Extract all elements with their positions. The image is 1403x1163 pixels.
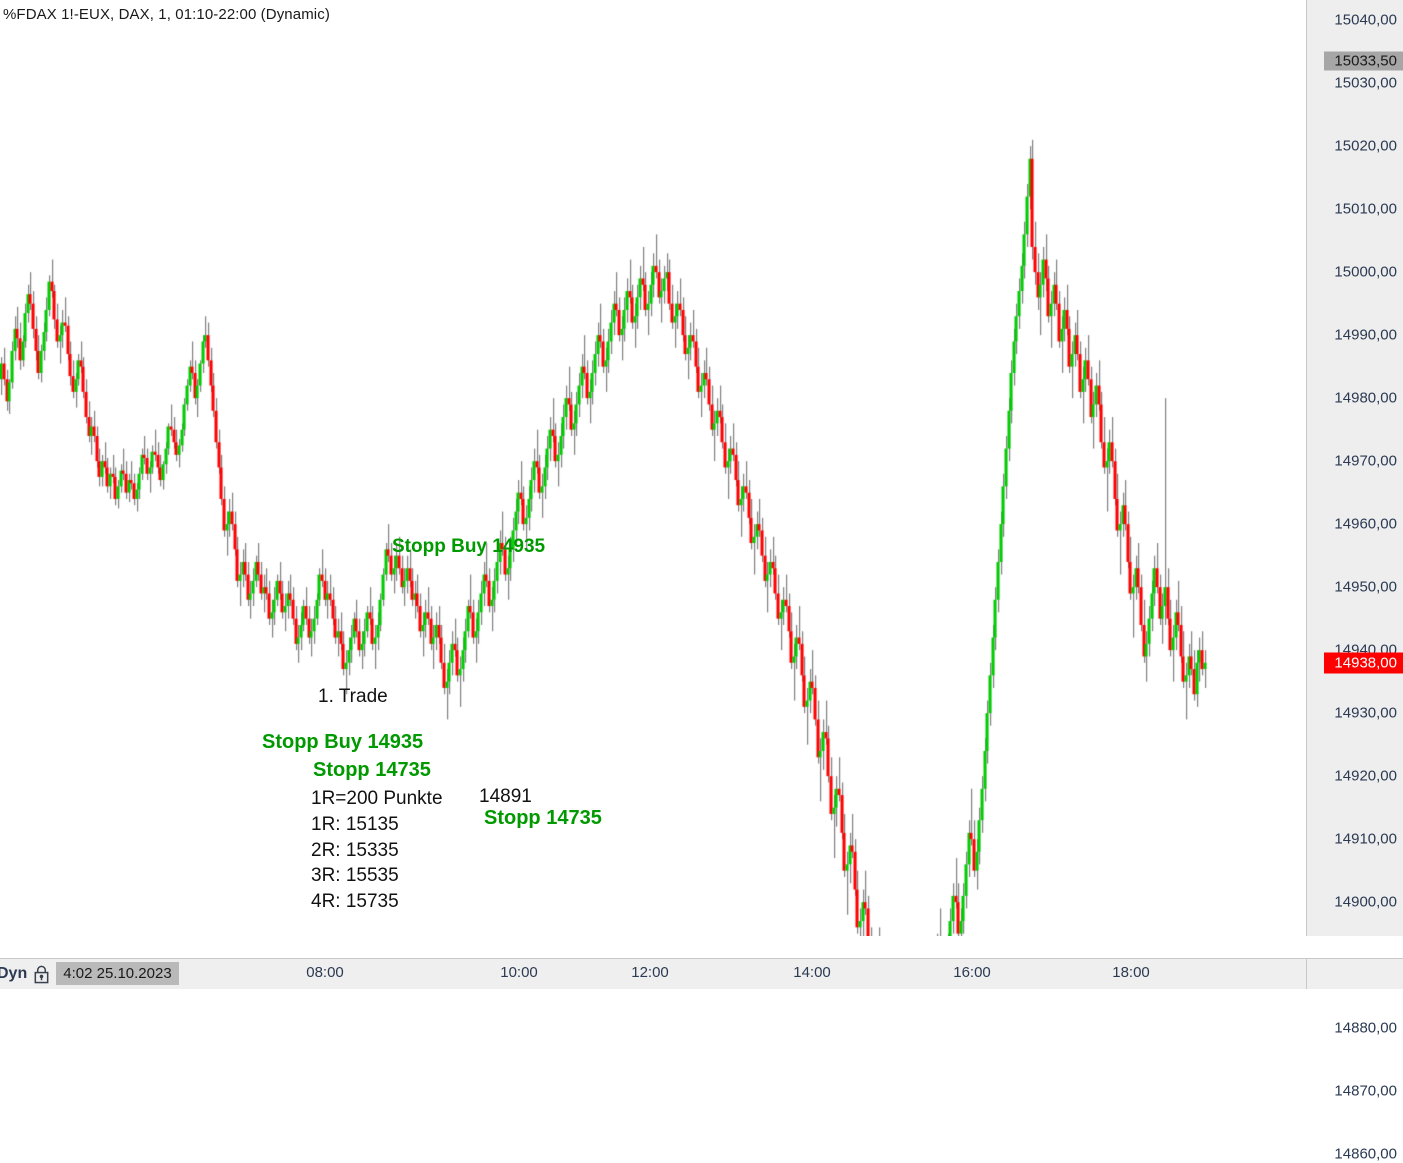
price-tick: 14920,00	[1334, 767, 1397, 785]
price-axis[interactable]: 15040,00 15030,00 15020,00 15010,00 15000,00…	[1306, 0, 1403, 1163]
price-tick: 15030,00	[1334, 74, 1397, 92]
price-tick: 15000,00	[1334, 263, 1397, 281]
time-tick: 08:00	[306, 964, 344, 981]
price-tick: 15040,00	[1334, 11, 1397, 29]
annotation-stop-loss-2: Stopp 14735	[484, 807, 602, 829]
time-tick: 12:00	[631, 964, 669, 981]
annotation-r1: 1R: 15135	[311, 814, 399, 835]
chart-title: %FDAX 1!-EUX, DAX, 1, 01:10-22:00 (Dynam…	[3, 6, 330, 23]
annotation-trade-label: 1. Trade	[318, 686, 388, 707]
chart-plot-area[interactable]: Stopp Buy 14935 1. Trade Stopp Buy 14935…	[0, 0, 1306, 936]
price-tick: 15020,00	[1334, 137, 1397, 155]
time-tick: 16:00	[953, 964, 991, 981]
lock-icon[interactable]	[32, 964, 51, 984]
price-tick: 14910,00	[1334, 830, 1397, 848]
dynamic-mode-label[interactable]: Dyn	[0, 964, 28, 982]
current-price-label: 14938,00	[1324, 652, 1403, 674]
price-tick: 14870,00	[1334, 1082, 1397, 1100]
price-tick: 14950,00	[1334, 578, 1397, 596]
time-tick: 18:00	[1112, 964, 1150, 981]
candlestick-canvas[interactable]	[0, 0, 1306, 936]
annotation-r-definition: 1R=200 Punkte	[311, 788, 443, 809]
annotation-r3: 3R: 15535	[311, 865, 399, 886]
price-tick: 14990,00	[1334, 326, 1397, 344]
price-tick: 14970,00	[1334, 452, 1397, 470]
time-axis[interactable]: 08:00 10:00 12:00 14:00 16:00 18:00	[0, 958, 1306, 989]
annotation-low-price: 14891	[479, 786, 532, 807]
annotation-r2: 2R: 15335	[311, 840, 399, 861]
annotation-r4: 4R: 15735	[311, 891, 399, 912]
status-bar: Dyn 4:02 25.10.2023	[0, 958, 179, 989]
time-tick: 10:00	[500, 964, 538, 981]
price-tick: 15010,00	[1334, 200, 1397, 218]
annotation-stop-buy: Stopp Buy 14935	[262, 731, 424, 753]
annotation-stop-loss: Stopp 14735	[313, 759, 431, 781]
price-tick: 14880,00	[1334, 1019, 1397, 1037]
annotation-stop-buy-overlay: Stopp Buy 14935	[392, 536, 546, 557]
price-tick: 14980,00	[1334, 389, 1397, 407]
price-tick: 14960,00	[1334, 515, 1397, 533]
crosshair-price-label: 15033,50	[1324, 51, 1403, 71]
datetime-chip[interactable]: 4:02 25.10.2023	[56, 962, 179, 985]
time-tick: 14:00	[793, 964, 831, 981]
axis-corner	[1306, 958, 1403, 989]
price-tick: 14860,00	[1334, 1145, 1397, 1163]
price-tick: 14900,00	[1334, 893, 1397, 911]
price-tick: 14930,00	[1334, 704, 1397, 722]
